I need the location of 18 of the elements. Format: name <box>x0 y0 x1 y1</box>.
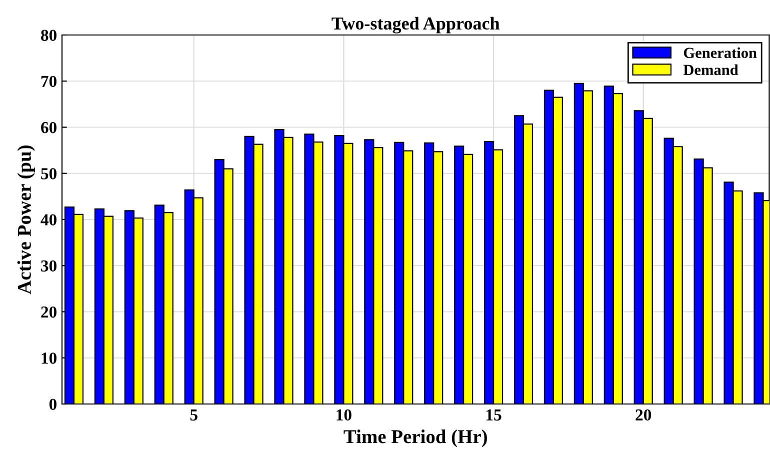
y-tick-label: 40 <box>40 214 57 226</box>
x-tick-label: 5 <box>190 410 198 421</box>
legend-label: Generation <box>684 47 757 58</box>
x-tick-label: 20 <box>636 409 652 421</box>
x-tick-label: 10 <box>336 409 352 421</box>
y-tick-label: 80 <box>41 30 57 41</box>
x-tick-label: 15 <box>486 409 502 421</box>
y-tick-label: 20 <box>41 306 57 318</box>
y-tick-label: 10 <box>42 352 57 364</box>
y-tick-label: 30 <box>41 260 57 272</box>
y-tick-label: 50 <box>41 168 57 180</box>
y-axis-title: Active Power (pu) <box>17 145 35 294</box>
y-tick-label: 60 <box>41 122 57 134</box>
chart-title: Two-staged Approach <box>332 16 500 34</box>
legend-label: Demand <box>683 64 738 76</box>
x-axis-title: Time Period (Hr) <box>344 430 487 448</box>
y-tick-label: 0 <box>49 398 57 410</box>
y-tick-label: 70 <box>41 76 57 88</box>
